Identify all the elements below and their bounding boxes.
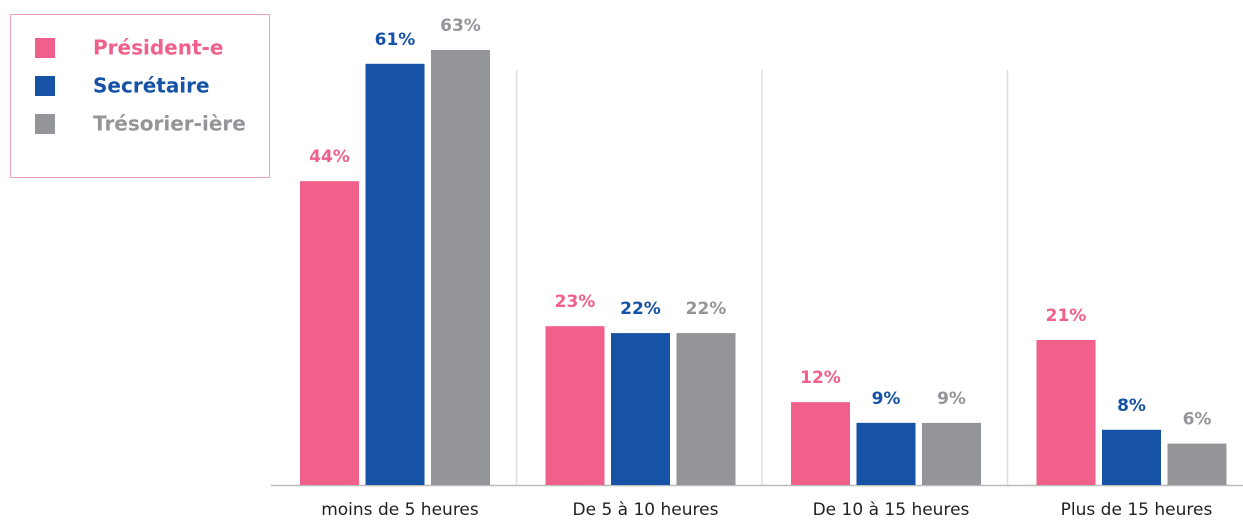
- value-label: 63%: [440, 16, 481, 36]
- legend-label: Secrétaire: [93, 74, 210, 98]
- x-tick-label: De 5 à 10 heures: [573, 500, 719, 520]
- bar: [1167, 443, 1227, 485]
- x-tick-label: moins de 5 heures: [321, 500, 479, 520]
- bar: [300, 181, 359, 485]
- value-label: 12%: [800, 368, 841, 388]
- value-label: 22%: [620, 299, 661, 319]
- value-label: 6%: [1183, 410, 1212, 430]
- bar: [1102, 429, 1161, 485]
- legend-label: Président-e: [93, 36, 223, 60]
- legend-swatch: [35, 76, 55, 96]
- legend-label: Trésorier-ière: [93, 112, 246, 136]
- value-label: 23%: [555, 292, 596, 312]
- bar: [365, 63, 425, 486]
- bar: [791, 402, 850, 485]
- value-label: 22%: [686, 299, 727, 319]
- bar: [856, 422, 916, 485]
- value-label: 9%: [937, 389, 966, 409]
- bar: [431, 50, 490, 485]
- bar: [676, 333, 736, 485]
- bar: [922, 422, 981, 485]
- value-label: 8%: [1117, 396, 1146, 416]
- value-label: 9%: [872, 389, 901, 409]
- bar: [611, 333, 670, 485]
- x-tick-label: De 10 à 15 heures: [813, 500, 970, 520]
- bar: [545, 326, 605, 485]
- value-label: 21%: [1046, 306, 1087, 326]
- legend-swatch: [35, 38, 55, 58]
- value-label: 44%: [309, 147, 350, 167]
- bar: [1036, 340, 1096, 485]
- value-label: 61%: [375, 30, 416, 50]
- legend-swatch: [35, 114, 55, 134]
- x-tick-label: Plus de 15 heures: [1061, 500, 1213, 520]
